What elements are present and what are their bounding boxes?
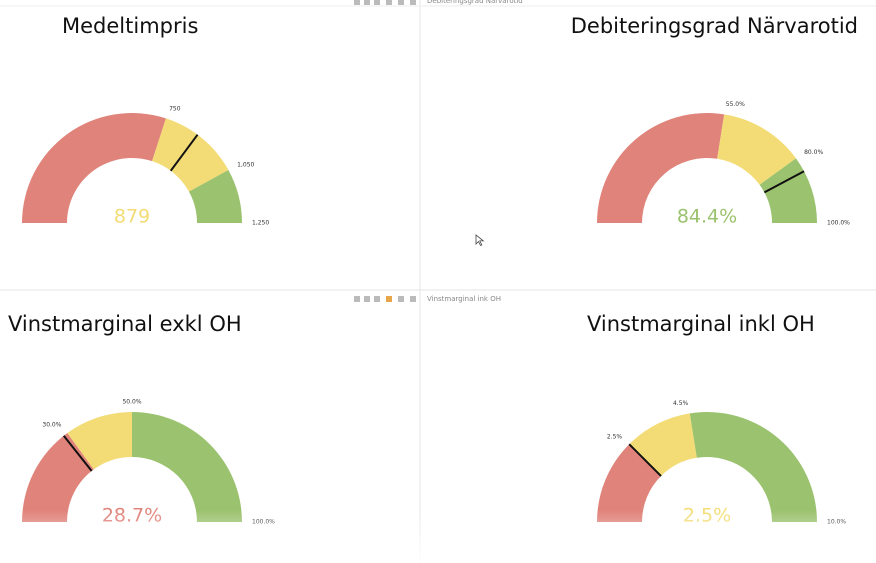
gauge-band bbox=[597, 112, 725, 223]
gauge-band bbox=[67, 412, 132, 470]
tick-label: 80.0% bbox=[804, 149, 823, 156]
gauge-title: Vinstmarginal exkl OH bbox=[8, 312, 242, 336]
toolbar[interactable] bbox=[354, 0, 416, 5]
tick-label: 30.0% bbox=[42, 421, 61, 428]
gauge-band bbox=[596, 444, 662, 522]
gauge-value: 84.4% bbox=[677, 206, 737, 228]
toolbar[interactable] bbox=[354, 296, 416, 302]
tick-label: 750 bbox=[169, 105, 181, 112]
gauge-band bbox=[22, 433, 94, 522]
tick-label: 100.0% bbox=[827, 220, 850, 227]
tick-label: 4.5% bbox=[673, 400, 689, 407]
gauge-title: Medeltimpris bbox=[62, 14, 198, 38]
gauge-title: Debiteringsgrad Närvarotid bbox=[571, 14, 858, 38]
tick-label: 55.0% bbox=[726, 101, 745, 108]
panel-caption: Debiteringsgrad Närvarotid bbox=[427, 0, 523, 5]
needle bbox=[169, 134, 199, 172]
tick-label: 50.0% bbox=[122, 399, 141, 406]
needle bbox=[763, 170, 805, 194]
gauge-band bbox=[717, 114, 796, 185]
panel-caption: Vinstmarginal ink OH bbox=[427, 295, 501, 303]
tick-label: 2.5% bbox=[607, 434, 623, 441]
gauge-band bbox=[132, 412, 242, 522]
gauge-band bbox=[689, 412, 817, 522]
cursor bbox=[475, 234, 485, 247]
gauge-value: 879 bbox=[114, 206, 150, 228]
gauge-title: Vinstmarginal inkl OH bbox=[587, 312, 815, 336]
tick-label: 1,050 bbox=[237, 162, 254, 169]
fade bbox=[0, 510, 876, 563]
gauge-band bbox=[759, 158, 817, 223]
gauge-band bbox=[152, 118, 229, 192]
tick-label: 1,250 bbox=[252, 220, 269, 227]
needle bbox=[62, 435, 93, 472]
gauge-band bbox=[22, 112, 166, 223]
needle bbox=[628, 443, 662, 477]
gauge-band bbox=[188, 170, 242, 223]
